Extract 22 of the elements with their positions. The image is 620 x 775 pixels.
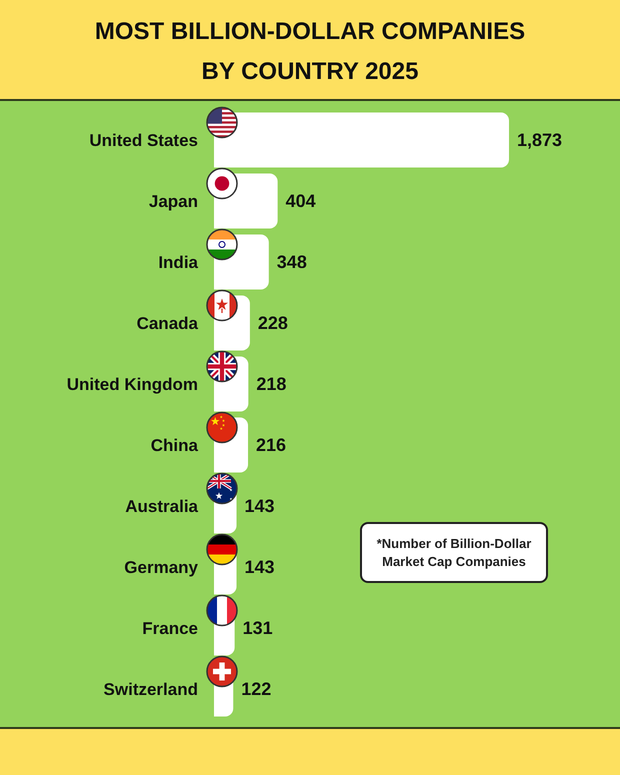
y-tick-label: Japan [148,192,198,212]
y-tick-label: Australia [125,497,199,516]
y-tick-label: France [142,619,198,638]
y-tick-label: United States [89,131,198,150]
data-label: 404 [286,191,316,211]
data-label: 131 [242,618,273,638]
y-tick-label: United Kingdom [66,375,198,394]
data-label: 1,873 [517,130,562,150]
annotation: *Number of Billion-Dollar Market Cap Companies [376,534,532,570]
y-tick-label: Canada [136,314,199,334]
data-label: 122 [241,679,272,699]
y-tick-label: Switzerland [104,680,198,700]
chart-title: MOST BILLION-DOLLAR COMPANIES BY COUNTRY 2025 [94,17,526,87]
data-label: 216 [256,435,286,455]
y-tick-label: China [150,436,199,456]
y-tick-label: Germany [124,558,199,578]
data-label: 348 [276,252,307,272]
y-tick-label: India [158,253,199,272]
data-label: 218 [256,374,286,394]
data-label: 143 [244,557,275,577]
data-label: 228 [258,313,288,333]
data-label: 143 [244,496,275,516]
